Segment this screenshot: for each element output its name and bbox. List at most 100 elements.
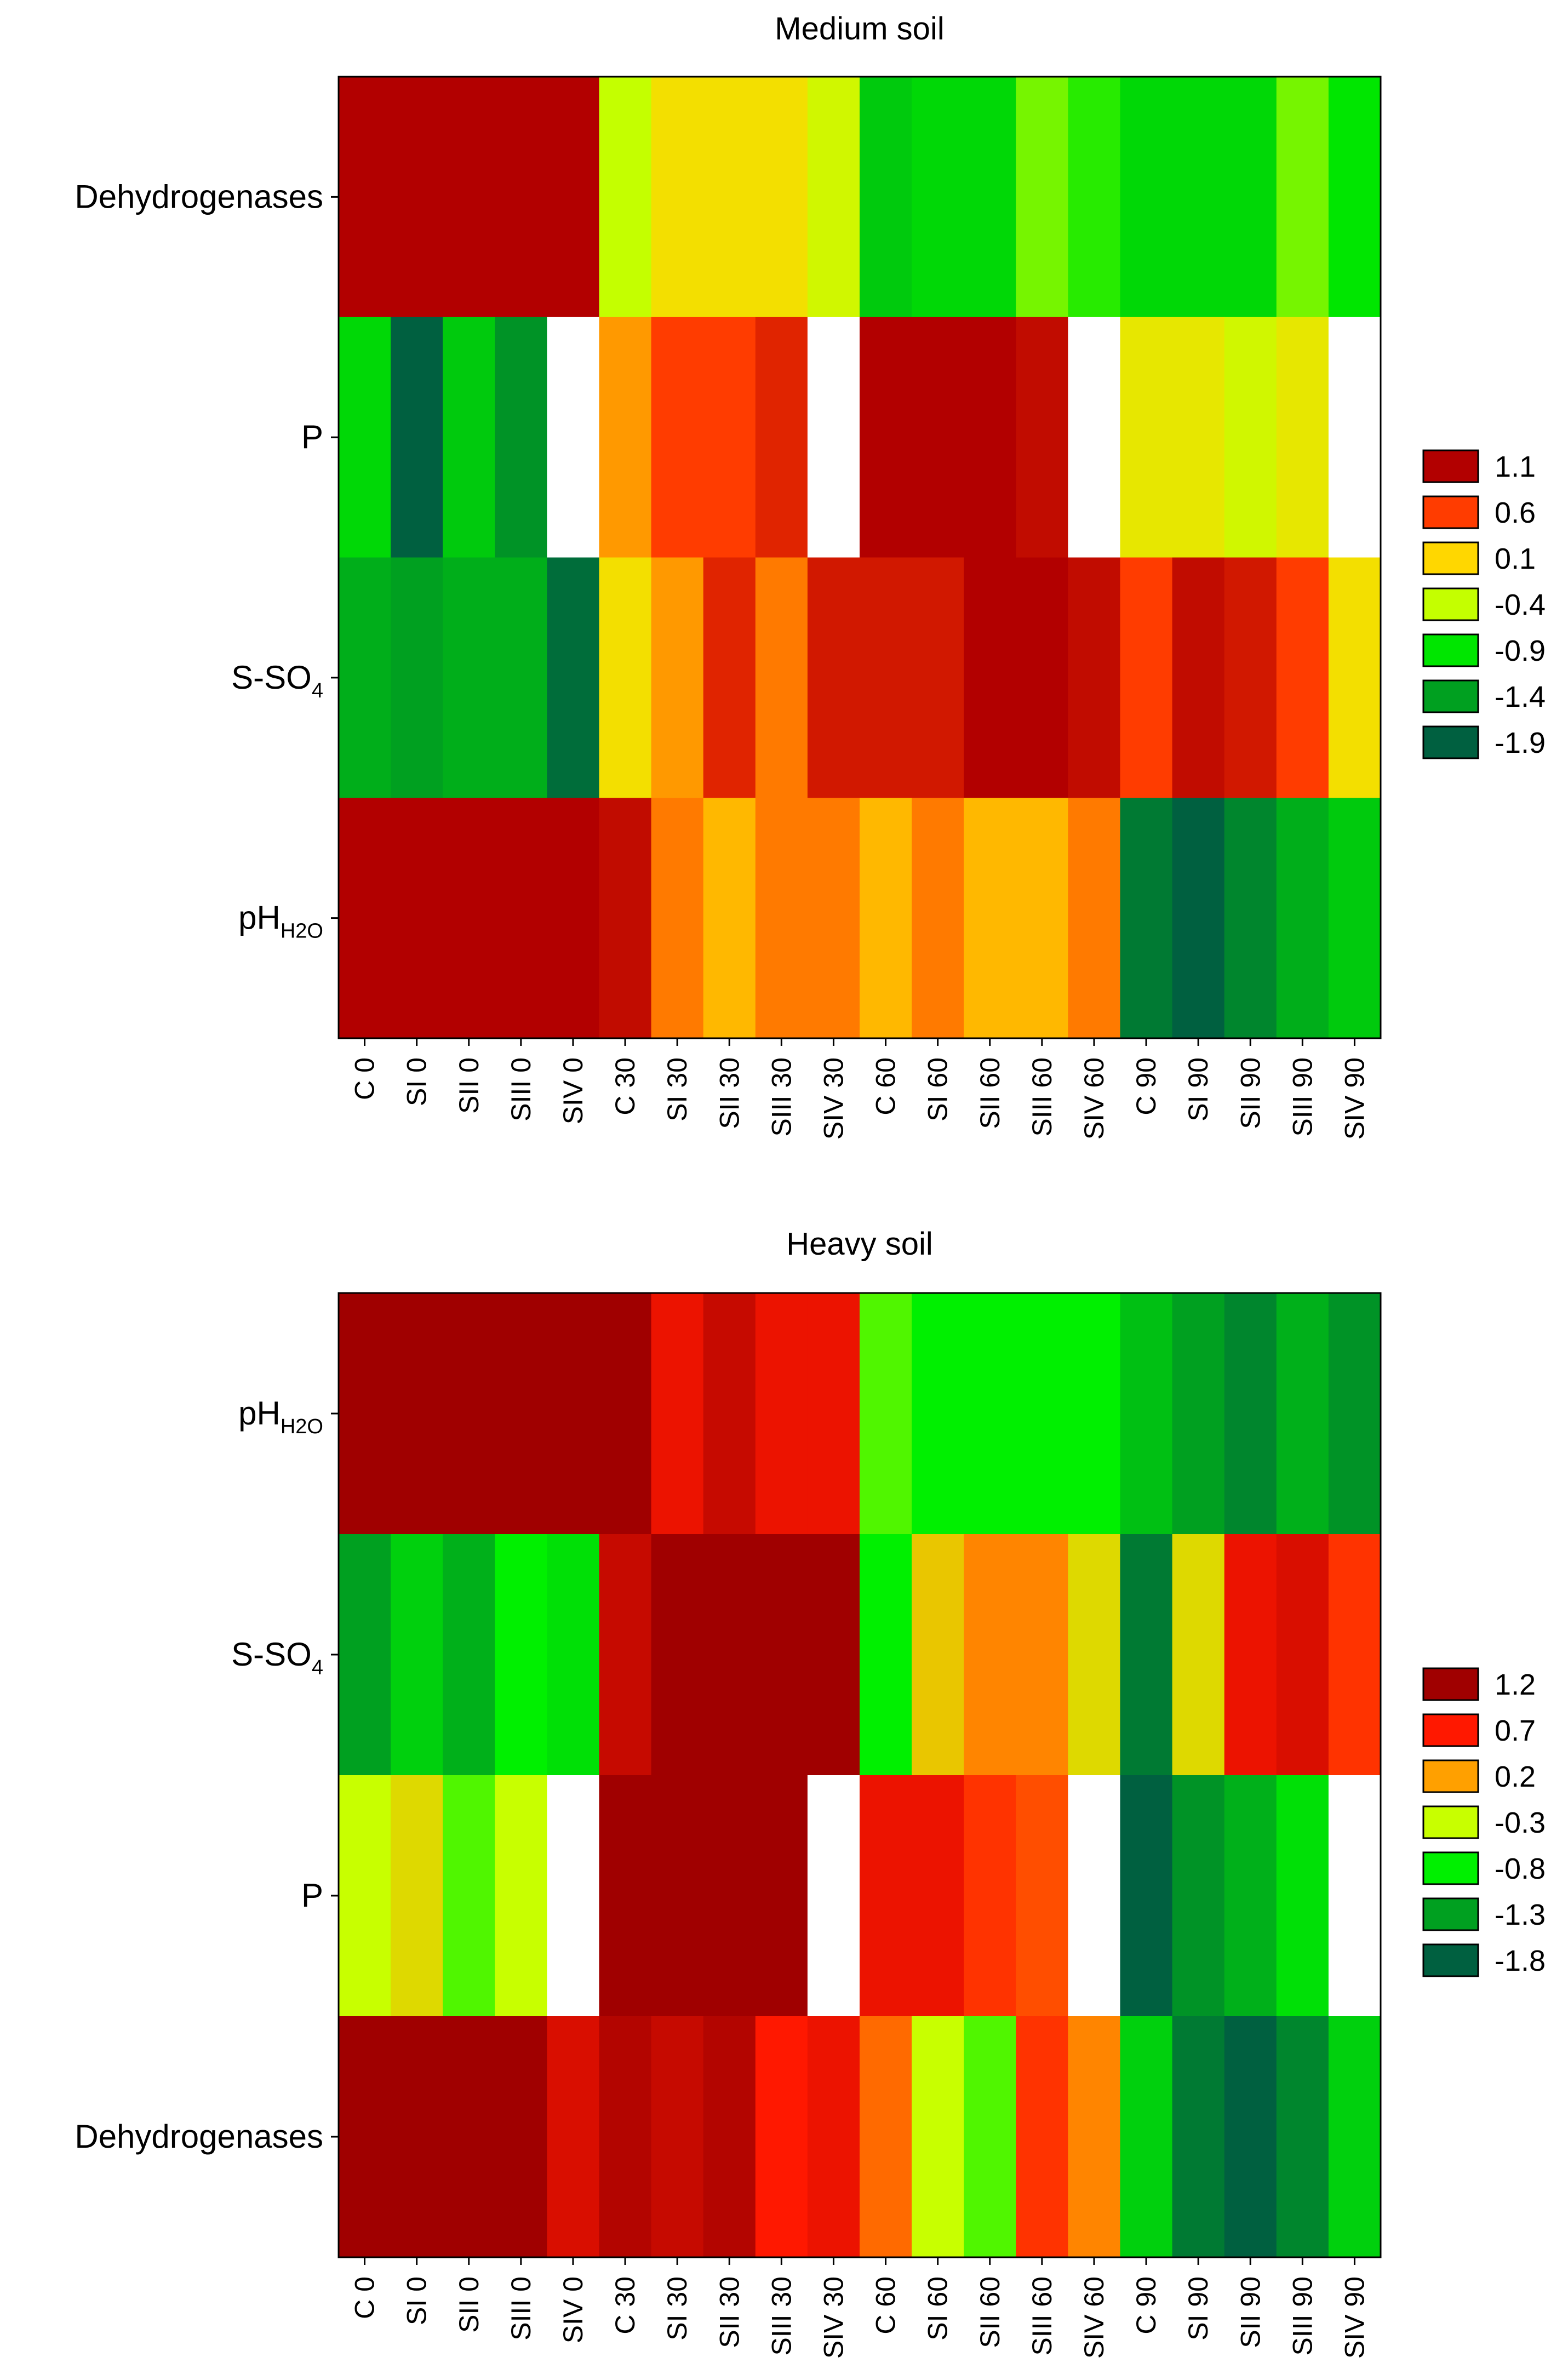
heatmap-cell [1224,1293,1277,1535]
heatmap-cell [860,798,912,1039]
heatmap-cell [495,1293,547,1535]
legend-label: 0.7 [1495,1714,1536,1747]
legend-swatch [1422,1667,1479,1701]
heatmap-cell [1068,557,1121,798]
row-label: S-SO4 [231,1636,323,1679]
heatmap-cell [964,317,1016,558]
heatmap-cell [1224,77,1277,318]
heatmap-cell [1224,317,1277,558]
heatmap-cell [547,798,600,1039]
heatmap-cell [599,317,652,558]
x-tick-label: SI 0 [402,2276,432,2325]
heatmap-cell [755,77,808,318]
legend-swatch [1422,495,1479,529]
heatmap-cell [599,798,652,1039]
heatmap-cell [1016,317,1068,558]
heatmap-cell [1016,798,1068,1039]
heatmap-cell [495,557,547,798]
legend-swatch [1422,541,1479,575]
heatmap-cell [755,798,808,1039]
x-tick-label: SII 60 [975,2276,1005,2348]
x-tick-label: SIII 30 [766,2276,797,2356]
heatmap-cell [651,77,704,318]
legend-label: 0.2 [1495,1760,1536,1793]
heatmap-cell [703,1775,756,2017]
heatmap-cell [912,1534,964,1776]
x-tick-label: SI 60 [923,2276,953,2341]
legend: 1.2 0.7 0.2 -0.3 -0.8 -1.3 -1.8 [1422,1667,1546,1977]
heatmap-cell [651,1775,704,2017]
heatmap-cell [391,2016,443,2258]
heatmap-cell [1328,2016,1381,2258]
heatmap-cell [703,2016,756,2258]
heatmap-cell [703,1293,756,1535]
x-tick-label: SIV 90 [1339,1057,1370,1140]
x-tick-label: SII 90 [1235,2276,1266,2348]
heatmap-cell [912,1293,964,1535]
heatmap-cell [1172,2016,1225,2258]
x-tick-label: SI 30 [662,2276,693,2341]
heatmap-cell [391,1534,443,1776]
heatmap-cell [1276,317,1329,558]
heatmap-cell [912,77,964,318]
x-tick-label: C 30 [610,1057,640,1115]
heatmap-cell [1224,798,1277,1039]
heatmap-cell [860,2016,912,2258]
row-label: Dehydrogenases [75,178,323,215]
heatmap-cell [912,1775,964,2017]
heatmap-cell [1068,1534,1121,1776]
heatmap-cell [391,317,443,558]
legend-swatch [1422,633,1479,667]
heatmap-cell [1172,317,1225,558]
x-tick-label: C 90 [1131,1057,1161,1115]
heatmap-cell [860,557,912,798]
heatmap-cell [547,317,600,558]
x-tick-label: SII 0 [454,2276,484,2333]
heatmap-cell [391,798,443,1039]
heatmap-cell [860,1775,912,2017]
x-tick-label: C 60 [871,1057,901,1115]
heatmap-cell [1224,1775,1277,2017]
heatmap-cell [443,557,495,798]
heatmap-cell [1328,557,1381,798]
heatmap-cell [1120,557,1173,798]
heatmap-cell [912,2016,964,2258]
heatmap-cell [547,77,600,318]
heatmap-cell [651,2016,704,2258]
heatmap-cell [651,557,704,798]
x-tick-label: SI 0 [402,1057,432,1106]
heatmap-cell [495,1775,547,2017]
x-tick-label: SIII 90 [1287,2276,1318,2356]
heatmap-cell [964,2016,1016,2258]
heatmap-cell [1068,798,1121,1039]
heatmap-cell [547,557,600,798]
heatmap-cell [703,317,756,558]
x-tick-label: C 30 [610,2276,640,2335]
heatmap-cell [443,798,495,1039]
heatmap-cell [755,2016,808,2258]
heatmap-cell [1068,2016,1121,2258]
x-tick-label: SIII 90 [1287,1057,1318,1137]
row-label: pHH2O [238,1395,323,1438]
heatmap-cell [391,1293,443,1535]
x-tick-label: SIV 60 [1079,2276,1109,2359]
heatmap-cell [755,317,808,558]
heatmap-cell [651,1293,704,1535]
legend-label: -0.9 [1495,634,1546,667]
heatmap-cell [1276,798,1329,1039]
heatmap-cell [495,798,547,1039]
plot-frame [337,1292,1382,2258]
heatmap-cell [547,1293,600,1535]
heatmap-cell [807,1293,860,1535]
heatmap-cell [807,798,860,1039]
heatmap-cell [1224,1534,1277,1776]
heatmap-cell [599,557,652,798]
heatmap-cell [1328,77,1381,318]
heatmap-cell [339,1534,391,1776]
heatmap-cell [339,798,391,1039]
heatmap-cell [391,557,443,798]
x-tick-label: SIII 60 [1027,2276,1057,2356]
heatmap-cell [1016,77,1068,318]
heatmap-cell [651,1534,704,1776]
heatmap-cell [1016,557,1068,798]
